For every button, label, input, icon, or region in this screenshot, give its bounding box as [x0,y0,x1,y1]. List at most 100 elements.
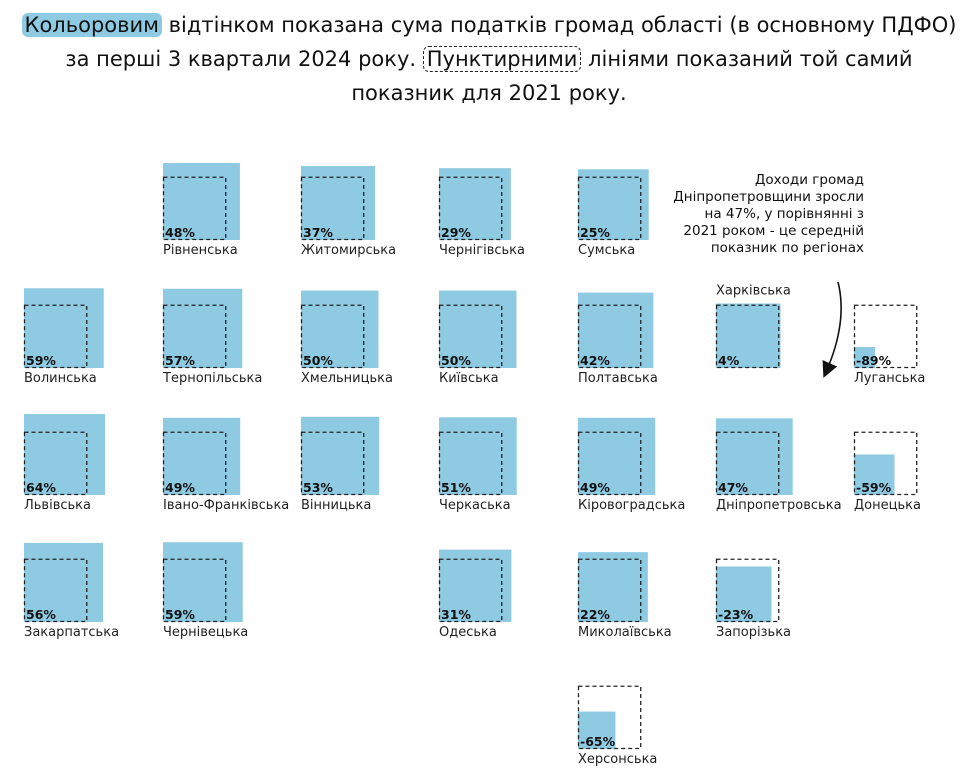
region-0-dashed-2021 [162,176,227,241]
region-5-name: Тернопільська [162,371,262,386]
title-text-1: відтінком показана сума податків громад … [162,13,957,37]
region-17-fill-2024 [854,454,895,495]
region-0: 48% Рівненська [162,163,240,258]
region-14-fill-2024 [439,417,517,495]
title-dashed-highlight: Пунктирними [422,46,582,72]
region-16-fill-2024 [716,418,793,495]
region-23-fill-2024 [578,711,616,749]
region-9: 4% Харківська [715,284,791,369]
region-15-change-label: 49% [580,480,610,495]
region-23-dashed-2021 [577,685,642,750]
region-6-dashed-2021 [300,304,365,369]
region-7-dashed-2021 [438,304,503,369]
region-22-fill-2024 [716,566,772,622]
annotation-line-3: на 47%, у порівнянні з [705,206,864,222]
region-1-fill-2024 [301,165,376,240]
region-14-name: Черкаська [439,498,511,513]
region-8-change-label: 42% [580,353,610,368]
region-3-name: Сумська [578,243,635,258]
region-11-fill-2024 [24,414,105,495]
region-1-dashed-2021 [300,176,365,241]
region-5-dashed-2021 [162,304,227,369]
region-13-dashed-2021 [300,431,365,496]
region-20-fill-2024 [439,549,512,622]
region-5-fill-2024 [163,288,243,368]
chart-title: Кольоровим відтінком показана сума подат… [0,8,978,110]
region-21: 22% Миколаївська [577,552,672,640]
region-21-dashed-2021 [577,558,642,623]
region-4: 59% Волинська [23,288,104,386]
region-5: 57% Тернопільська [162,288,262,386]
region-16-name: Дніпропетровська [716,498,842,513]
region-3-dashed-2021 [577,176,642,241]
region-15-fill-2024 [578,417,656,495]
region-18-fill-2024 [24,543,103,622]
region-8-dashed-2021 [577,304,642,369]
region-22-change-label: -23% [718,607,754,622]
region-2-fill-2024 [439,168,511,240]
region-6-change-label: 50% [303,353,333,368]
region-18-change-label: 56% [26,607,56,622]
region-19-change-label: 59% [165,607,195,622]
region-2-dashed-2021 [438,176,503,241]
region-18: 56% Закарпатська [23,543,119,640]
region-14: 51% Черкаська [438,417,517,513]
region-21-name: Миколаївська [578,625,672,640]
region-3-fill-2024 [578,169,649,240]
region-13-change-label: 53% [303,480,333,495]
region-19-name: Чернівецька [163,625,248,640]
region-19-fill-2024 [163,542,243,622]
annotation-line-5: показник по регіонах [711,240,864,256]
region-7: 50% Київська [438,290,517,386]
region-20-name: Одеська [439,625,497,640]
region-10-change-label: -89% [856,353,892,368]
region-14-change-label: 51% [441,480,471,495]
region-12-change-label: 49% [165,480,195,495]
region-22-name: Запорізька [716,625,791,640]
annotation-line-2: Дніпропетровщини зросли [673,189,864,205]
region-9-change-label: 4% [718,353,740,368]
region-23-change-label: -65% [580,734,616,749]
region-0-name: Рівненська [163,243,238,258]
region-7-name: Київська [439,371,499,386]
region-21-change-label: 22% [580,607,610,622]
region-17: -59% Донецька [853,431,921,513]
region-20-dashed-2021 [438,558,503,623]
title-text-4: показник для 2021 року. [351,81,627,105]
region-13: 53% Вінницька [300,416,380,513]
region-4-fill-2024 [24,288,104,368]
region-2: 29% Чернігівська [438,168,525,258]
region-4-dashed-2021 [23,304,88,369]
region-12-dashed-2021 [162,431,227,496]
region-20-change-label: 31% [441,607,471,622]
region-11-change-label: 64% [26,480,56,495]
region-7-fill-2024 [439,290,517,368]
region-13-fill-2024 [301,416,380,495]
region-9-fill-2024 [716,303,781,368]
region-18-name: Закарпатська [24,625,119,640]
region-11: 64% Львівська [23,414,105,513]
region-0-change-label: 48% [165,225,195,240]
region-12: 49% Івано-Франківська [162,417,289,513]
region-1-name: Житомирська [301,243,396,258]
region-18-dashed-2021 [23,558,88,623]
annotation-line-1: Доходи громад [755,172,864,188]
title-line-3: показник для 2021 року. [0,76,978,110]
region-15: 49% Кіровоградська [577,417,685,513]
region-3-change-label: 25% [580,225,610,240]
annotation-arrow [822,281,842,378]
title-text-3: лініями показаний той самий [581,47,913,71]
region-21-fill-2024 [578,552,648,622]
region-2-name: Чернігівська [439,243,525,258]
region-10-name: Луганська [854,371,925,386]
region-1-change-label: 37% [303,225,333,240]
region-19-dashed-2021 [162,558,227,623]
title-line-1: Кольоровим відтінком показана сума подат… [0,8,978,42]
region-12-fill-2024 [163,417,241,495]
region-10-fill-2024 [854,347,875,368]
title-line-2: за перші 3 квартали 2024 року. Пунктирни… [0,42,978,76]
region-10: -89% Луганська [853,304,925,386]
region-15-dashed-2021 [577,431,642,496]
region-11-name: Львівська [24,498,91,513]
